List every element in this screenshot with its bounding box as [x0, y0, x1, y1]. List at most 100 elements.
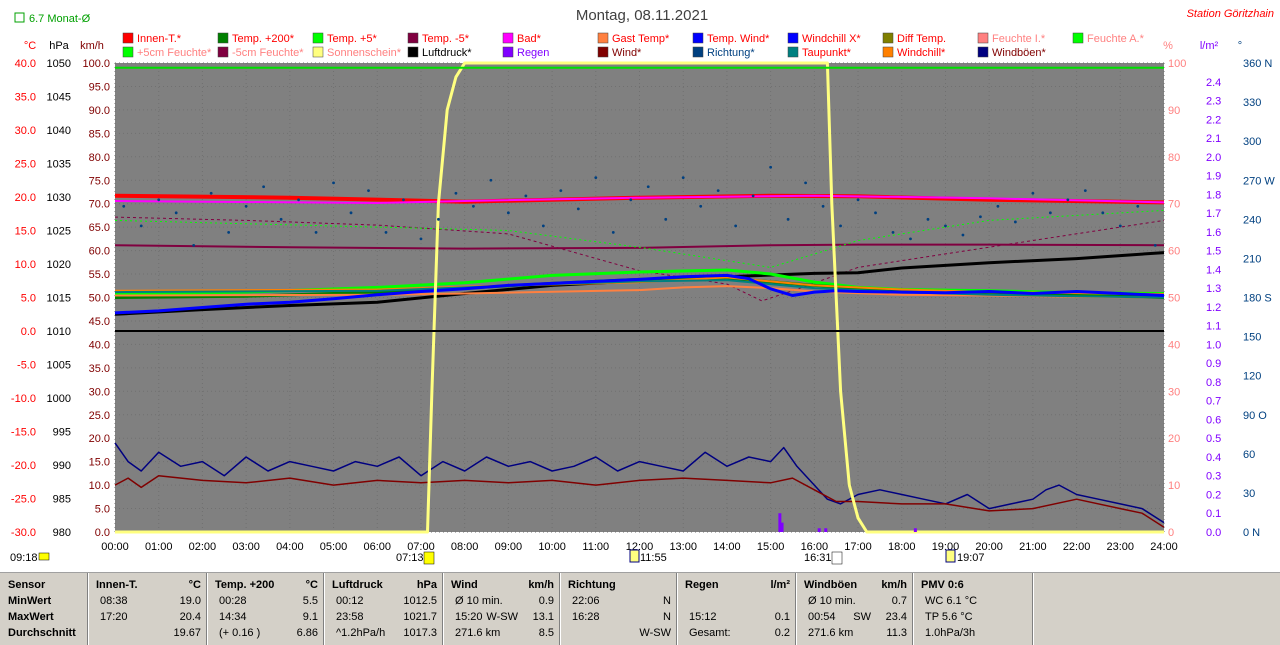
stats-cell-label: 08:38 [100, 595, 128, 607]
legend-swatch [787, 32, 799, 44]
direction-point [611, 230, 615, 234]
sunrise-icon [423, 551, 435, 565]
legend-label: Innen-T.* [137, 33, 182, 45]
legend-label: Richtung* [707, 47, 755, 59]
rain-tick-label: 1.6 [1206, 227, 1221, 239]
direction-tick-label: 0 N [1243, 527, 1260, 539]
legend-swatch [787, 46, 799, 58]
stats-column-header: Temp. +200 [215, 579, 275, 591]
x-tick-label: 08:00 [451, 541, 479, 553]
direction-point [314, 230, 318, 234]
pressure-tick-label: 990 [53, 460, 71, 472]
pressure-tick-label: 1050 [47, 58, 71, 70]
wind-tick-label: 30.0 [89, 386, 110, 398]
x-tick-label: 07:00 [407, 541, 435, 553]
stats-column-unit: hPa [416, 579, 437, 591]
direction-point [524, 194, 528, 198]
percent-tick-label: 30 [1168, 386, 1180, 398]
direction-point [437, 217, 440, 221]
rain-tick-label: 0.7 [1206, 396, 1221, 408]
series-sonnenschein-line [115, 61, 1164, 534]
moon-icon [945, 549, 956, 563]
wind-tick-label: 65.0 [89, 222, 110, 234]
rain-tick-label: 0.6 [1206, 414, 1221, 426]
stats-cell-value: 20.4 [179, 611, 201, 623]
rain-bar [778, 513, 782, 532]
rain-tick-label: 0.9 [1206, 358, 1221, 370]
direction-point [209, 191, 213, 195]
stats-cell-label: MinWert [8, 595, 52, 607]
direction-point [472, 204, 475, 208]
stats-cell-value: 8.5 [538, 627, 554, 639]
temp-tick-label: 5.0 [21, 293, 36, 305]
direction-point [192, 243, 196, 247]
stats-cell-label: MaxWert [8, 611, 54, 623]
x-tick-label: 17:00 [844, 541, 872, 553]
chart-title: Montag, 08.11.2021 [576, 7, 708, 24]
wind-tick-label: 0.0 [95, 527, 110, 539]
monat-toggle-icon[interactable] [14, 12, 25, 23]
percent-tick-label: 20 [1168, 433, 1180, 445]
direction-point [751, 194, 755, 198]
wind-tick-label: 10.0 [89, 480, 110, 492]
x-tick-label: 11:00 [582, 541, 609, 553]
percent-tick-label: 60 [1168, 246, 1180, 258]
time-marker-sunset: 16:31 [804, 552, 832, 564]
rain-tick-label: 0.0 [1206, 527, 1221, 539]
legend-label: Temp. -5* [422, 33, 470, 45]
legend: Innen-T.* Temp. +200* Temp. +5* Temp. -5* Ba… [122, 32, 1145, 59]
direction-tick-label: 180 S [1243, 293, 1272, 305]
temp-tick-label: 40.0 [15, 58, 36, 70]
stats-cell-label: 17:20 [100, 611, 128, 623]
statistics-table: Sensor MinWert MaxWert Durchschnitt Innen-T.… [0, 572, 1280, 645]
stats-cell-value: 1017.3 [403, 627, 437, 639]
stats-cell-label: 22:06 [572, 595, 600, 607]
rain-tick-label: 1.2 [1206, 302, 1221, 314]
percent-tick-label: 80 [1168, 152, 1180, 164]
stats-column-header: Sensor [8, 579, 46, 591]
wind-tick-label: 40.0 [89, 339, 110, 351]
stats-column-header: Windböen [804, 579, 858, 591]
pressure-tick-label: 1000 [47, 393, 71, 405]
percent-tick-label: 90 [1168, 105, 1180, 117]
x-tick-label: 13:00 [669, 541, 697, 553]
percent-tick-label: 50 [1168, 293, 1180, 305]
x-tick-label: 02:00 [189, 541, 217, 553]
direction-tick-label: 270 W [1243, 175, 1275, 187]
rain-tick-label: 1.3 [1206, 283, 1221, 295]
wind-tick-label: 25.0 [89, 410, 110, 422]
x-tick-label: 23:00 [1107, 541, 1135, 553]
station-name: Station Göritzhain [1187, 8, 1274, 20]
direction-point [646, 185, 650, 189]
direction-point [909, 237, 912, 241]
sun-start-icon [38, 552, 50, 561]
stats-cell-label: Durchschnitt [8, 627, 76, 639]
rain-bar [824, 528, 828, 532]
wind-tick-label: 85.0 [89, 128, 110, 140]
stats-cell-value: W-SW [639, 627, 671, 639]
legend-swatch [122, 32, 134, 44]
temp-tick-label: -25.0 [11, 494, 36, 506]
legend-swatch [977, 32, 989, 44]
stats-cell-value: 9.1 [302, 611, 318, 623]
stats-cell-value: 6.86 [296, 627, 318, 639]
direction-point [1136, 204, 1140, 208]
direction-tick-label: 360 N [1243, 58, 1272, 70]
series-feuchte-i-line [114, 194, 1165, 204]
series-windb-en-line [114, 442, 1165, 524]
stats-column: Wind km/h Ø 10 min. 0.9 15:20 W-SW 13.1 271.6 k… [443, 573, 561, 645]
stats-cell-value: 0.2 [774, 627, 790, 639]
legend-swatch [882, 46, 894, 58]
stats-cell-value: 0.9 [538, 595, 554, 607]
stats-column-unit: l/m² [770, 579, 790, 591]
direction-point [419, 237, 423, 241]
monat-average-label[interactable]: 6.7 Monat-Ø [29, 13, 91, 25]
wind-tick-label: 45.0 [89, 316, 110, 328]
legend-swatch [312, 32, 324, 44]
series-temp-wind-line [114, 273, 1165, 315]
percent-tick-label: 0 [1168, 527, 1174, 539]
direction-point [297, 198, 300, 202]
pressure-tick-label: 980 [53, 527, 71, 539]
direction-point [506, 211, 510, 215]
stats-cell-direction: SW [853, 611, 871, 623]
